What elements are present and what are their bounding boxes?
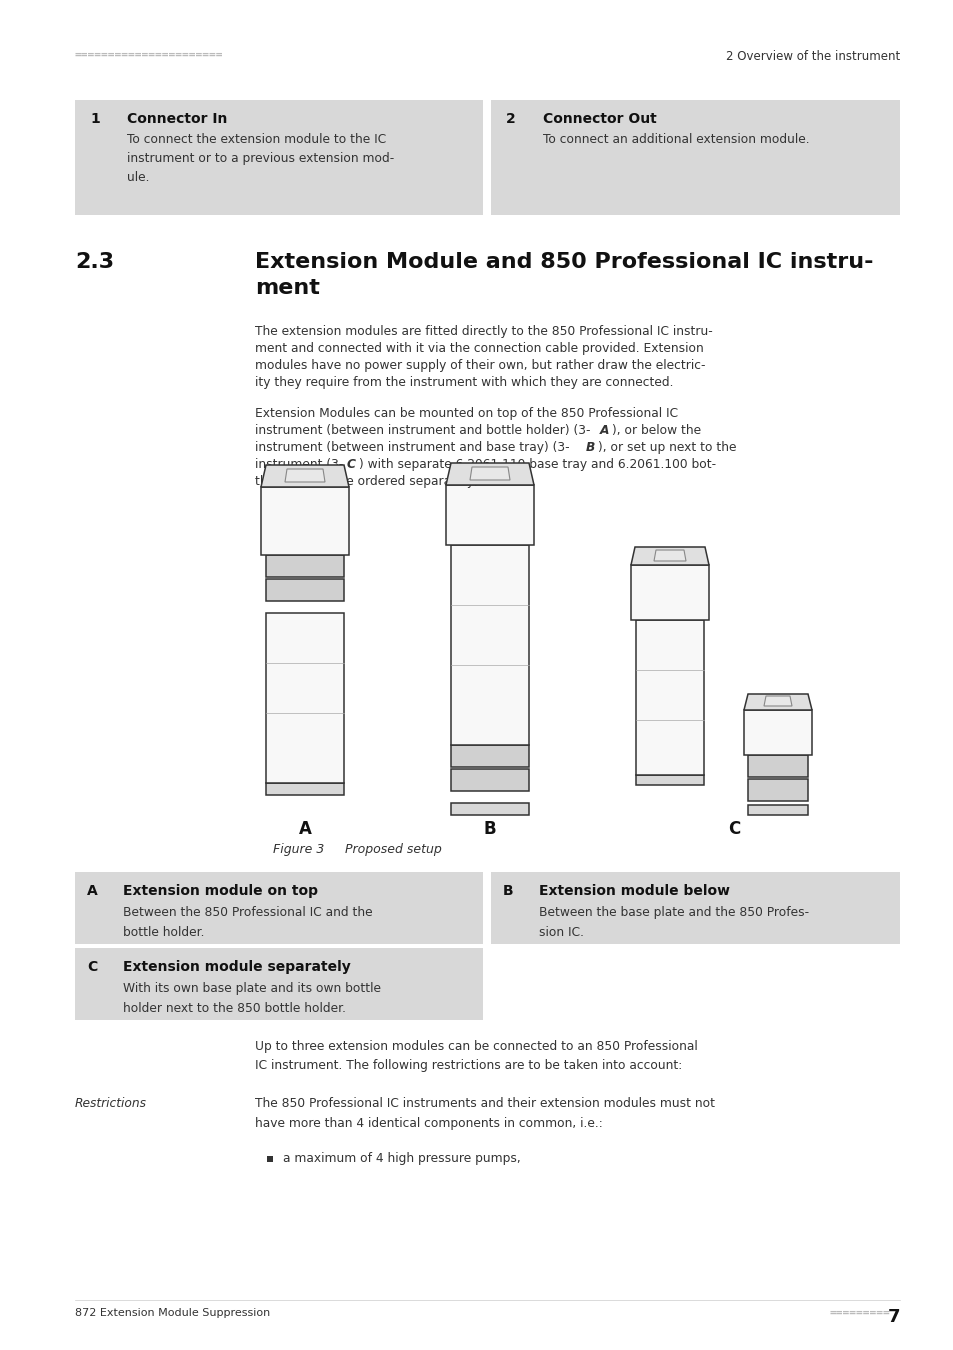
Polygon shape bbox=[446, 463, 534, 485]
Text: Connector Out: Connector Out bbox=[542, 112, 656, 126]
Text: Between the base plate and the 850 Profes-
sion IC.: Between the base plate and the 850 Profe… bbox=[538, 906, 808, 940]
Bar bbox=[743, 710, 811, 755]
Bar bbox=[451, 545, 529, 745]
Text: A: A bbox=[599, 424, 609, 437]
Text: ), or set up next to the: ), or set up next to the bbox=[598, 441, 736, 454]
Text: A: A bbox=[298, 819, 311, 838]
Text: =========: ========= bbox=[829, 1308, 890, 1318]
Text: Proposed setup: Proposed setup bbox=[345, 842, 441, 856]
Text: modules have no power supply of their own, but rather draw the electric-: modules have no power supply of their ow… bbox=[254, 359, 705, 373]
Bar bbox=[451, 745, 529, 767]
Polygon shape bbox=[630, 547, 708, 566]
Text: 1: 1 bbox=[90, 112, 100, 126]
Text: Extension Module and 850 Professional IC instru-: Extension Module and 850 Professional IC… bbox=[254, 252, 873, 271]
Text: B: B bbox=[483, 819, 496, 838]
Text: Connector In: Connector In bbox=[127, 112, 227, 126]
Text: instrument (3-: instrument (3- bbox=[254, 458, 343, 471]
Bar bbox=[636, 620, 703, 775]
Bar bbox=[630, 566, 708, 620]
Text: 2: 2 bbox=[505, 112, 516, 126]
Bar bbox=[446, 485, 534, 545]
Text: Extension module below: Extension module below bbox=[538, 884, 729, 898]
Text: Restrictions: Restrictions bbox=[75, 1098, 147, 1110]
Text: Up to three extension modules can be connected to an 850 Professional
IC instrum: Up to three extension modules can be con… bbox=[254, 1040, 697, 1072]
Text: 872 Extension Module Suppression: 872 Extension Module Suppression bbox=[75, 1308, 270, 1318]
Bar bbox=[747, 805, 807, 815]
Text: C: C bbox=[727, 819, 740, 838]
Bar bbox=[451, 769, 529, 791]
Bar bbox=[75, 100, 482, 215]
Text: To connect an additional extension module.: To connect an additional extension modul… bbox=[542, 134, 809, 146]
Text: ment: ment bbox=[254, 278, 319, 298]
Text: To connect the extension module to the IC
instrument or to a previous extension : To connect the extension module to the I… bbox=[127, 134, 394, 184]
Text: a maximum of 4 high pressure pumps,: a maximum of 4 high pressure pumps, bbox=[283, 1152, 520, 1165]
Text: A: A bbox=[87, 884, 97, 898]
Text: Extension Modules can be mounted on top of the 850 Professional IC: Extension Modules can be mounted on top … bbox=[254, 406, 678, 420]
Text: Extension module separately: Extension module separately bbox=[123, 960, 351, 973]
Text: instrument (between instrument and base tray) (3-: instrument (between instrument and base … bbox=[254, 441, 569, 454]
Text: 7: 7 bbox=[886, 1308, 899, 1326]
Text: C: C bbox=[347, 458, 355, 471]
Text: Between the 850 Professional IC and the
bottle holder.: Between the 850 Professional IC and the … bbox=[123, 906, 373, 940]
Polygon shape bbox=[470, 467, 510, 481]
Text: B: B bbox=[585, 441, 595, 454]
Bar bbox=[75, 948, 482, 1021]
Bar bbox=[266, 783, 344, 795]
Bar bbox=[747, 779, 807, 801]
Bar bbox=[75, 872, 482, 944]
Bar bbox=[747, 755, 807, 778]
Text: Figure 3: Figure 3 bbox=[273, 842, 324, 856]
Text: ment and connected with it via the connection cable provided. Extension: ment and connected with it via the conne… bbox=[254, 342, 703, 355]
Text: The extension modules are fitted directly to the 850 Professional IC instru-: The extension modules are fitted directl… bbox=[254, 325, 712, 338]
Bar bbox=[266, 579, 344, 601]
Text: 2.3: 2.3 bbox=[75, 252, 114, 271]
Text: ) with separate 6.2061.110 base tray and 6.2061.100 bot-: ) with separate 6.2061.110 base tray and… bbox=[358, 458, 716, 471]
Polygon shape bbox=[285, 468, 325, 482]
Bar bbox=[267, 1156, 273, 1162]
Polygon shape bbox=[763, 697, 791, 706]
Text: ), or below the: ), or below the bbox=[612, 424, 700, 437]
Text: 2 Overview of the instrument: 2 Overview of the instrument bbox=[725, 50, 899, 63]
Polygon shape bbox=[743, 694, 811, 710]
Text: C: C bbox=[87, 960, 97, 973]
Bar bbox=[451, 803, 529, 815]
Text: Extension module on top: Extension module on top bbox=[123, 884, 317, 898]
Bar bbox=[491, 872, 899, 944]
Text: tle holder (to be ordered separately).: tle holder (to be ordered separately). bbox=[254, 475, 482, 487]
Polygon shape bbox=[261, 464, 349, 487]
Bar bbox=[266, 555, 344, 576]
Polygon shape bbox=[654, 549, 685, 562]
Bar bbox=[261, 487, 349, 555]
Text: ity they require from the instrument with which they are connected.: ity they require from the instrument wit… bbox=[254, 377, 673, 389]
Bar bbox=[636, 775, 703, 784]
Text: instrument (between instrument and bottle holder) (3-: instrument (between instrument and bottl… bbox=[254, 424, 590, 437]
Bar bbox=[491, 100, 899, 215]
Text: With its own base plate and its own bottle
holder next to the 850 bottle holder.: With its own base plate and its own bott… bbox=[123, 981, 380, 1015]
Text: B: B bbox=[502, 884, 513, 898]
Text: ======================: ====================== bbox=[75, 50, 223, 59]
Bar bbox=[266, 613, 344, 783]
Text: The 850 Professional IC instruments and their extension modules must not
have mo: The 850 Professional IC instruments and … bbox=[254, 1098, 714, 1130]
